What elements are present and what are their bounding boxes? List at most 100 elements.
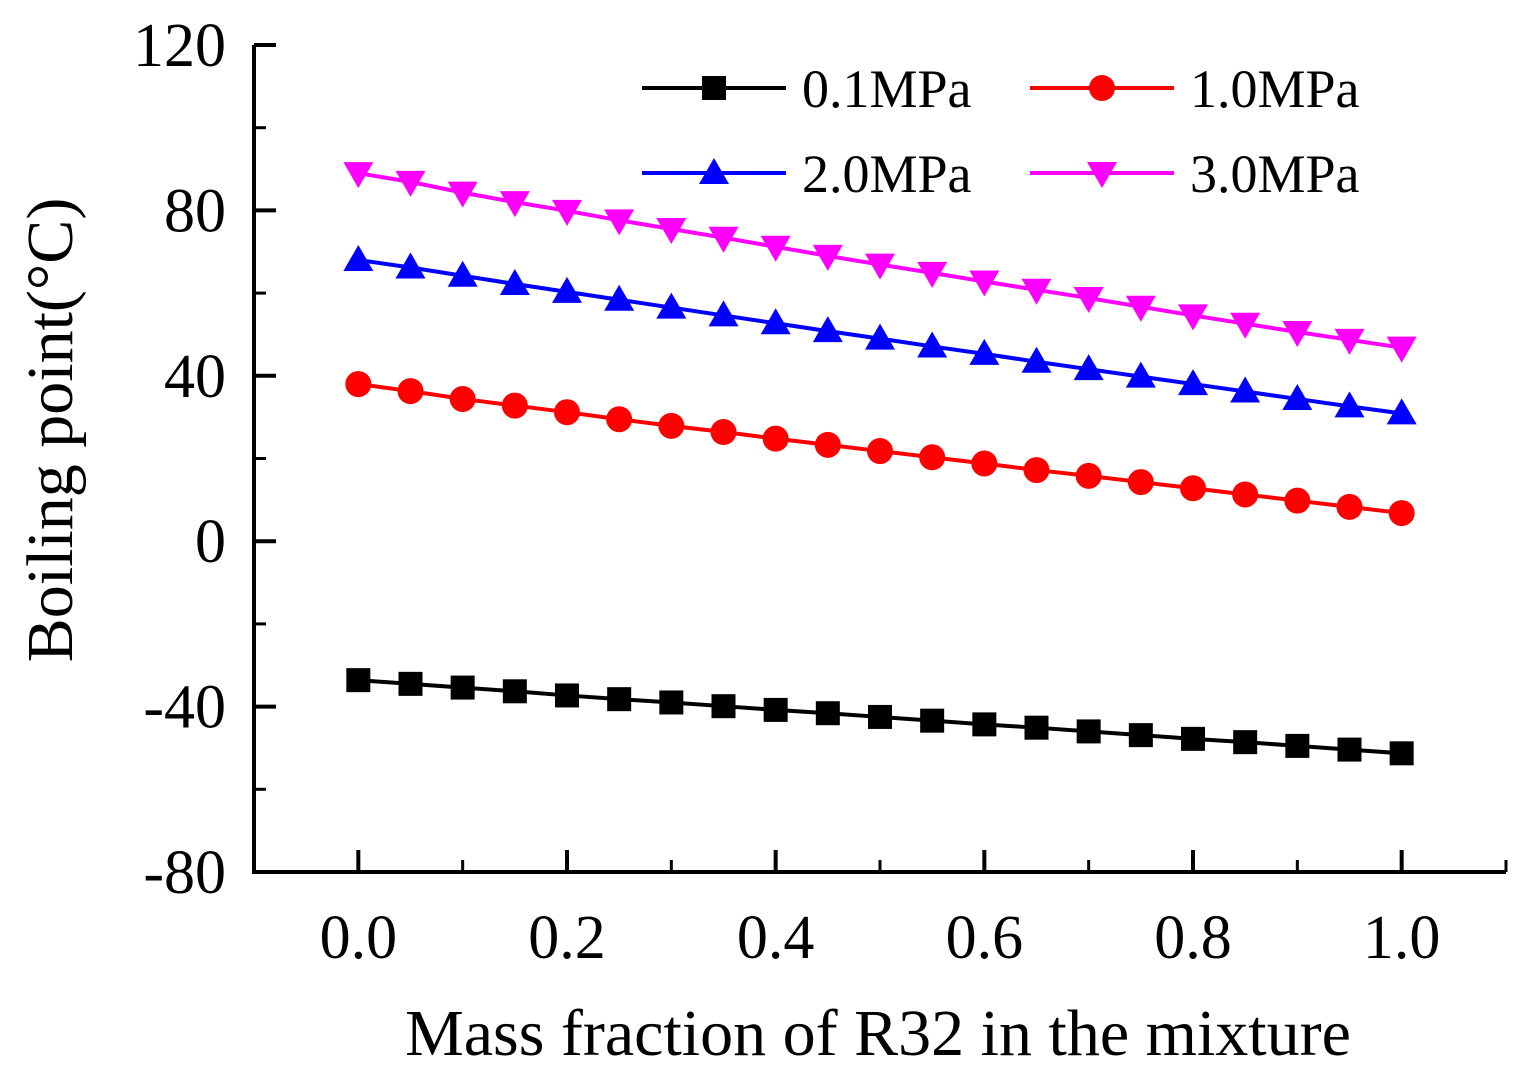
y-axis-title: Boiling point(°C) — [14, 198, 87, 663]
data-point — [449, 385, 476, 412]
data-point — [607, 687, 632, 712]
data-point — [1389, 741, 1414, 766]
axes: -80 -40 0 40 80 120 0.0 0.2 0.4 0.6 0.8 1.0 — [133, 12, 1508, 972]
data-point — [1285, 733, 1310, 758]
data-point — [1073, 354, 1104, 381]
data-point — [972, 712, 997, 737]
data-point — [815, 701, 840, 726]
data-point — [969, 338, 1000, 365]
x-tick-label: 1.0 — [1363, 904, 1441, 972]
y-tick-label: -80 — [143, 839, 226, 907]
data-point — [1127, 469, 1154, 496]
data-point — [1336, 493, 1363, 520]
data-point — [708, 226, 739, 253]
data-point — [917, 261, 948, 288]
y-tick-label: 120 — [133, 12, 226, 80]
legend-label: 3.0MPa — [1190, 144, 1360, 204]
data-point — [447, 181, 478, 208]
series-2.0MPa — [343, 245, 1417, 425]
series-3.0MPa — [343, 162, 1417, 363]
data-point — [395, 252, 426, 279]
data-point — [711, 694, 736, 719]
series-0.1MPa — [346, 668, 1414, 766]
legend-item: 1.0MPa — [1030, 59, 1360, 119]
x-tick-label: 0.8 — [1154, 904, 1232, 972]
x-axis-title: Mass fraction of R32 in the mixture — [405, 997, 1351, 1070]
data-point — [555, 683, 579, 708]
series-1.0MPa — [345, 371, 1415, 527]
data-point — [450, 675, 475, 700]
data-point — [502, 679, 527, 704]
data-point — [1386, 398, 1417, 425]
data-point — [1386, 336, 1417, 363]
data-point — [1073, 287, 1104, 314]
data-point — [760, 308, 791, 335]
data-point — [708, 300, 739, 327]
x-tick-label: 0.6 — [946, 904, 1024, 972]
data-point — [1021, 346, 1052, 373]
data-point — [343, 162, 374, 189]
data-point — [865, 253, 895, 280]
data-point — [1021, 278, 1052, 305]
legend-label: 0.1MPa — [802, 59, 972, 119]
data-point — [1233, 730, 1258, 755]
data-point — [814, 431, 841, 458]
data-point — [398, 671, 423, 696]
legend-label: 2.0MPa — [802, 144, 972, 204]
data-point — [604, 284, 635, 311]
data-point — [1125, 361, 1156, 388]
data-point — [1178, 304, 1208, 331]
data-point — [499, 191, 530, 218]
data-point — [812, 316, 843, 343]
data-point — [604, 209, 635, 236]
data-point — [1180, 475, 1206, 502]
data-point — [346, 668, 371, 693]
data-point — [1282, 320, 1313, 347]
data-point — [1181, 726, 1205, 751]
data-point — [969, 270, 1000, 297]
data-point — [920, 708, 945, 733]
data-point — [867, 438, 893, 465]
legend-marker — [699, 158, 729, 184]
data-point — [971, 450, 998, 477]
data-point — [345, 371, 372, 398]
x-tick-label: 0.2 — [528, 904, 606, 972]
data-point — [606, 406, 633, 433]
legend-marker — [1087, 162, 1117, 188]
data-point — [659, 690, 684, 715]
data-point — [656, 292, 687, 319]
data-point — [1334, 391, 1365, 418]
data-point — [1334, 328, 1365, 355]
series-group — [343, 162, 1417, 766]
y-tick-label: 40 — [164, 343, 226, 411]
data-point — [1024, 715, 1049, 740]
data-point — [552, 276, 582, 303]
data-point — [1232, 481, 1259, 508]
data-point — [1284, 487, 1311, 514]
data-point — [1230, 312, 1261, 339]
data-point — [1075, 462, 1102, 489]
data-point — [1337, 737, 1362, 762]
data-point — [397, 378, 424, 405]
x-tick-label: 0.0 — [320, 904, 398, 972]
data-point — [812, 244, 843, 271]
data-point — [917, 331, 948, 358]
data-point — [656, 218, 687, 245]
data-point — [919, 444, 946, 471]
data-point — [710, 419, 737, 446]
data-point — [499, 269, 530, 296]
y-tick-label: -40 — [143, 674, 226, 742]
data-point — [501, 392, 528, 419]
data-point — [1128, 723, 1153, 748]
data-point — [1282, 383, 1313, 410]
data-point — [447, 260, 478, 287]
data-point — [760, 235, 791, 262]
data-point — [868, 704, 892, 729]
data-point — [554, 399, 580, 426]
data-point — [1125, 295, 1156, 322]
data-point — [1178, 369, 1208, 396]
data-point — [1230, 376, 1261, 403]
data-point — [762, 425, 789, 452]
data-point — [395, 170, 426, 197]
legend-item: 3.0MPa — [1030, 144, 1360, 204]
